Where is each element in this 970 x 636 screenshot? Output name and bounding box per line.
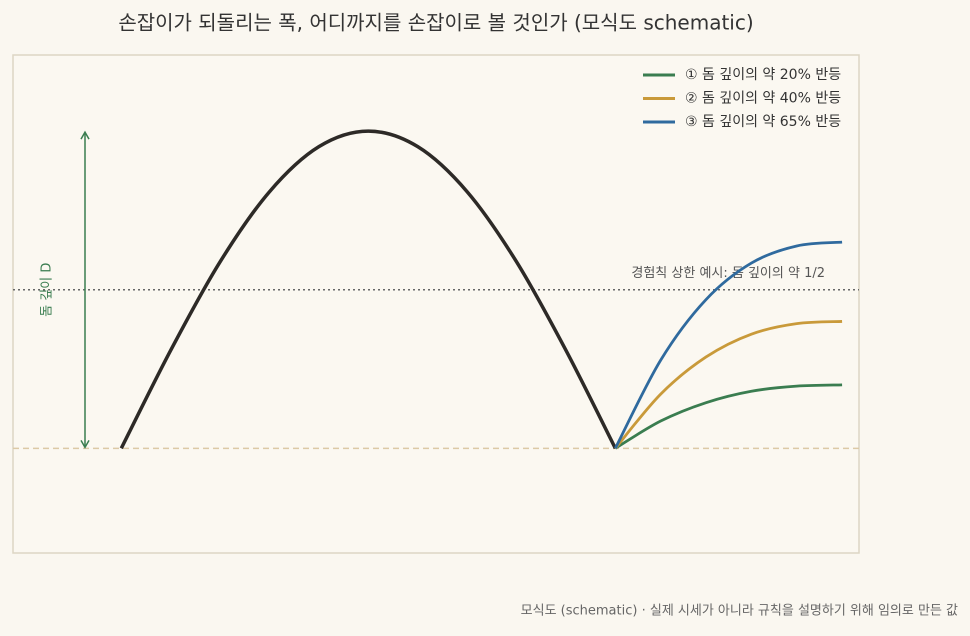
legend-label: ① 돔 깊이의 약 20% 반등 (685, 67, 841, 83)
legend-label: ② 돔 깊이의 약 40% 반등 (685, 91, 841, 107)
plot-area (12, 54, 860, 554)
footnote: 모식도 (schematic) · 실제 시세가 아니라 규칙을 설명하기 위해… (521, 604, 958, 619)
reference-label: 경험칙 상한 예시: 돔 깊이의 약 1/2 (631, 266, 825, 281)
series-line (614, 320, 843, 450)
series-line (614, 383, 843, 450)
chart-title: 손잡이가 되돌리는 폭, 어디까지를 손잡이로 볼 것인가 (모식도 schem… (118, 11, 753, 35)
legend-label: ③ 돔 깊이의 약 65% 반등 (685, 114, 841, 130)
series-line (614, 240, 843, 449)
arrow-head (80, 439, 90, 449)
arrow-head (80, 130, 90, 140)
cup-line (119, 129, 617, 450)
y-axis-label: 돔 깊이 D (40, 263, 55, 317)
